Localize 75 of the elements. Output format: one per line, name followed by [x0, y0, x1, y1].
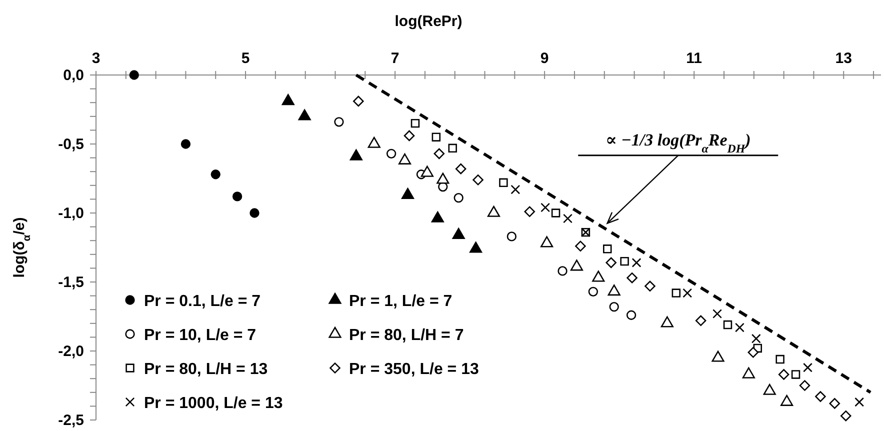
point — [506, 232, 517, 242]
y-tick-label: -1,5 — [58, 274, 84, 291]
point — [626, 310, 636, 320]
point — [854, 397, 864, 407]
point — [410, 118, 420, 128]
point — [575, 240, 586, 252]
point — [603, 244, 612, 254]
point — [644, 280, 656, 292]
y-tick-label: 0,0 — [63, 67, 84, 84]
legend-label: Pr = 1, L/e = 7 — [349, 293, 452, 310]
legend-label: Pr = 0.1, L/e = 7 — [144, 293, 261, 310]
legend-label: Pr = 80, L/H = 13 — [144, 361, 268, 378]
legend-label: Pr = 80, L/H = 7 — [349, 327, 464, 344]
point — [609, 302, 619, 312]
point — [620, 256, 629, 266]
point — [353, 96, 364, 107]
point — [434, 148, 445, 160]
x-tick-label: 9 — [540, 50, 549, 67]
point — [551, 208, 560, 218]
point — [815, 391, 826, 402]
point — [180, 139, 191, 149]
x-tick-label: 11 — [686, 50, 702, 67]
point — [540, 202, 550, 212]
point — [632, 258, 642, 268]
point — [778, 369, 790, 380]
y-tick-label: -2,5 — [58, 412, 84, 429]
x-tick-label: 13 — [835, 50, 852, 67]
annotation: ∝ −1/3 log(Pr$_{α}$Re$_{DH}$) — [605, 130, 751, 156]
point — [499, 178, 508, 187]
point — [210, 170, 220, 180]
point — [570, 260, 584, 271]
point — [799, 380, 810, 391]
point — [606, 257, 617, 268]
point — [588, 286, 598, 296]
point — [334, 117, 344, 127]
point — [751, 334, 761, 344]
point — [626, 272, 638, 284]
point — [563, 214, 572, 224]
y-tick-label: -1,0 — [58, 205, 84, 222]
x-tick-label: 7 — [390, 50, 400, 67]
legend-label: Pr = 1000, L/e = 13 — [144, 395, 283, 412]
legend-label: Pr = 10, L/e = 7 — [144, 327, 256, 344]
point — [129, 70, 139, 80]
y-tick-label: -2,0 — [58, 343, 84, 360]
point — [448, 144, 457, 152]
point — [791, 370, 800, 379]
point — [282, 94, 294, 106]
point — [250, 208, 260, 218]
point — [695, 315, 706, 326]
x-tick-label: 3 — [92, 50, 100, 67]
point — [472, 174, 484, 186]
point — [672, 288, 681, 298]
x-tick-label: 5 — [241, 50, 250, 67]
point — [776, 354, 784, 364]
point — [432, 132, 441, 142]
point — [803, 362, 812, 372]
point — [682, 288, 692, 298]
x-axis-title: log(RePr) — [394, 13, 462, 30]
point — [829, 398, 840, 409]
point — [524, 206, 536, 218]
point — [712, 309, 722, 318]
point — [748, 346, 759, 358]
point — [404, 130, 415, 142]
point — [840, 410, 852, 422]
point — [455, 163, 466, 174]
point — [232, 192, 242, 202]
point — [734, 322, 744, 332]
legend-label: Pr = 350, L/e = 13 — [349, 361, 479, 378]
point — [723, 320, 732, 330]
y-tick-label: -0,5 — [58, 136, 84, 153]
point — [510, 184, 520, 194]
point — [558, 266, 568, 276]
point — [386, 148, 396, 158]
point — [454, 192, 464, 203]
point — [608, 284, 620, 296]
